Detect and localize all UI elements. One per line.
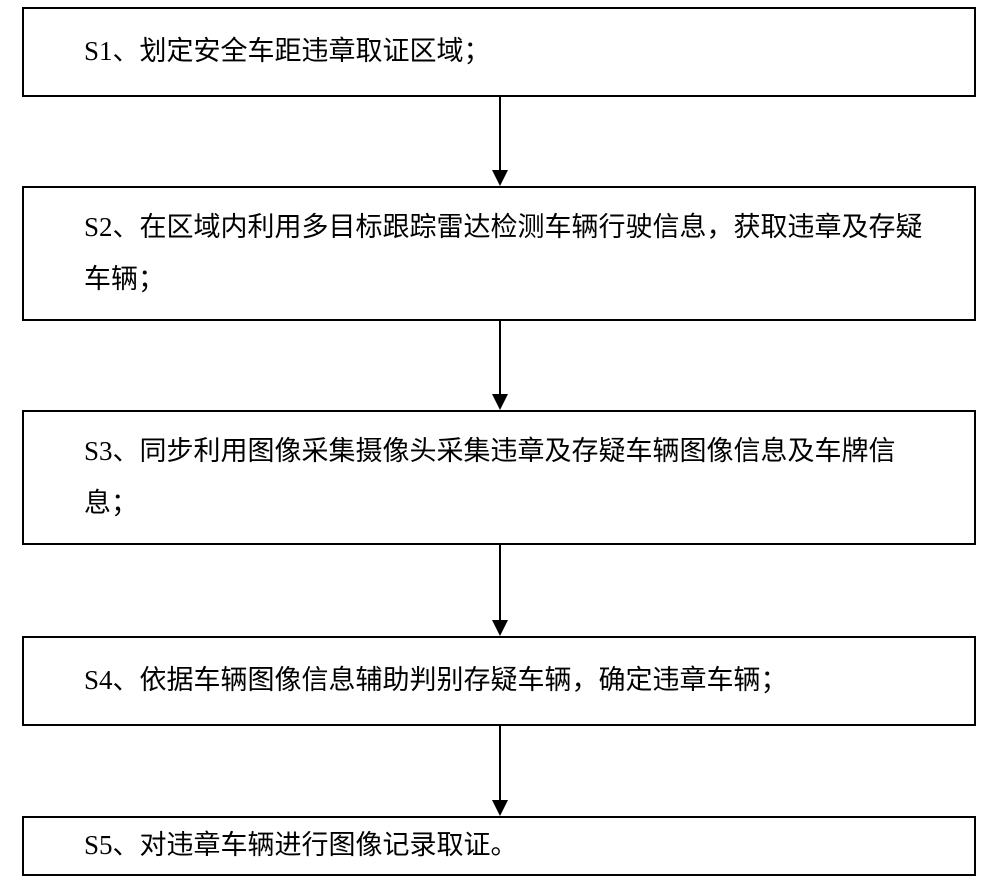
flow-step-s3: S3、同步利用图像采集摄像头采集违章及存疑车辆图像信息及车牌信息；: [22, 410, 976, 545]
flow-step-s5-text: S5、对违章车辆进行图像记录取证。: [84, 820, 518, 871]
flow-step-s1: S1、划定安全车距违章取证区域；: [22, 7, 976, 97]
flow-step-s2-text: S2、在区域内利用多目标跟踪雷达检测车辆行驶信息，获取违章及存疑车辆；: [84, 202, 944, 305]
arrow-s4-s5-line: [499, 726, 501, 800]
arrow-s2-s3-line: [499, 321, 501, 394]
flow-step-s4: S4、依据车辆图像信息辅助判别存疑车辆，确定违章车辆；: [22, 636, 976, 726]
flow-step-s5: S5、对违章车辆进行图像记录取证。: [22, 816, 976, 876]
flow-step-s3-text: S3、同步利用图像采集摄像头采集违章及存疑车辆图像信息及车牌信息；: [84, 426, 944, 529]
arrow-s2-s3-head: [492, 394, 508, 410]
arrow-s3-s4-head: [492, 620, 508, 636]
flowchart-canvas: S1、划定安全车距违章取证区域； S2、在区域内利用多目标跟踪雷达检测车辆行驶信…: [0, 0, 1000, 881]
flow-step-s1-text: S1、划定安全车距违章取证区域；: [84, 26, 491, 77]
arrow-s1-s2-line: [499, 97, 501, 170]
arrow-s4-s5-head: [492, 800, 508, 816]
arrow-s3-s4-line: [499, 545, 501, 620]
arrow-s1-s2-head: [492, 170, 508, 186]
flow-step-s4-text: S4、依据车辆图像信息辅助判别存疑车辆，确定违章车辆；: [84, 655, 788, 706]
flow-step-s2: S2、在区域内利用多目标跟踪雷达检测车辆行驶信息，获取违章及存疑车辆；: [22, 186, 976, 321]
